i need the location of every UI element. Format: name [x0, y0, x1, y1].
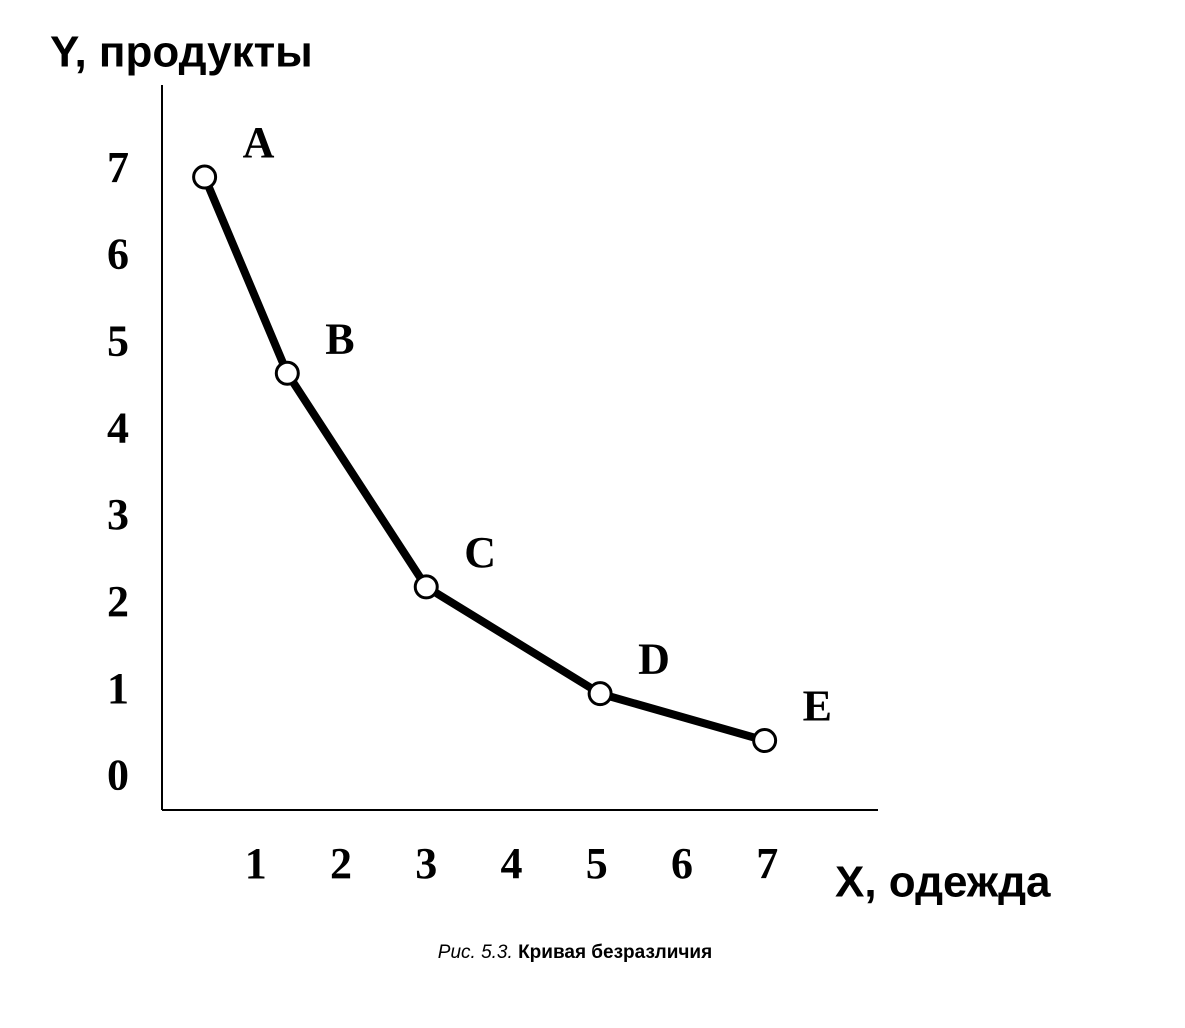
- x-axis-title: X, одежда: [835, 858, 1051, 907]
- point: [192, 164, 218, 190]
- x-tick-label: 4: [500, 839, 522, 888]
- y-axis-title: Y, продукты: [50, 28, 313, 77]
- y-tick-label: 1: [107, 664, 129, 713]
- y-tick-label: 7: [107, 143, 129, 192]
- point: [274, 360, 300, 386]
- point-label: E: [803, 682, 832, 731]
- point-label: B: [325, 314, 354, 363]
- point-label: C: [464, 528, 496, 577]
- caption-text: Кривая безразличия: [518, 942, 712, 963]
- y-tick-label: 2: [107, 577, 129, 626]
- y-tick-label: 6: [107, 230, 129, 279]
- caption-number: Рис. 5.3.: [438, 942, 513, 963]
- point: [413, 574, 439, 600]
- y-tick-label: 5: [107, 317, 129, 366]
- y-tick-label: 3: [107, 490, 129, 539]
- point: [752, 728, 778, 754]
- x-tick-label: 7: [756, 839, 778, 888]
- x-tick-label: 1: [245, 839, 267, 888]
- x-tick-label: 6: [671, 839, 693, 888]
- curve: [200, 175, 766, 745]
- point-label: A: [243, 118, 275, 167]
- point: [587, 681, 613, 707]
- point-label: D: [638, 635, 670, 684]
- x-tick-label: 2: [330, 839, 352, 888]
- y-tick-label: 4: [107, 403, 129, 452]
- caption: Рис. 5.3. Кривая безразличия: [438, 942, 712, 963]
- x-tick-label: 5: [586, 839, 608, 888]
- y-tick-label: 0: [107, 751, 129, 800]
- x-tick-label: 3: [415, 839, 437, 888]
